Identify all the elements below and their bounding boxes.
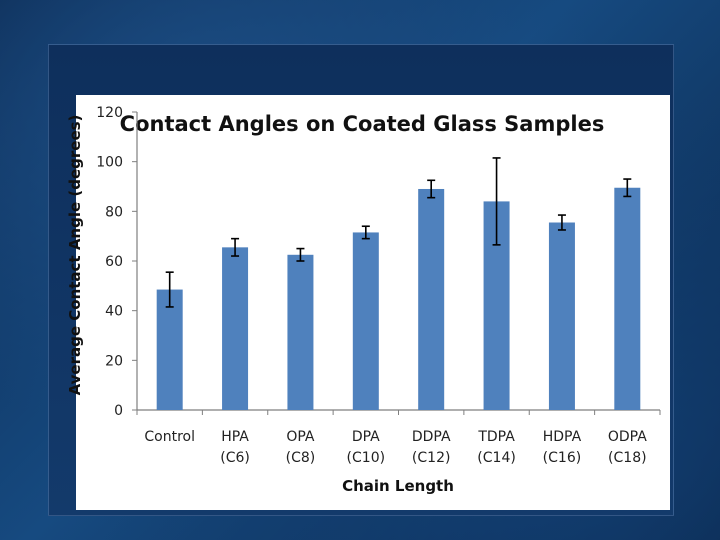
y-tick-label: 80 — [105, 204, 123, 220]
y-tick-label: 100 — [96, 155, 123, 171]
x-category-label: OPA — [286, 429, 315, 445]
bar — [287, 254, 314, 410]
x-axis-title: Chain Length — [342, 477, 454, 495]
bar — [548, 222, 575, 410]
x-category-label: (C6) — [220, 450, 250, 466]
x-category-label: TDPA — [477, 429, 515, 445]
x-category-label: (C10) — [347, 450, 386, 466]
x-category-label: HPA — [221, 429, 249, 445]
bar — [614, 187, 641, 410]
x-category-label: (C16) — [543, 450, 582, 466]
x-category-label: DPA — [352, 429, 380, 445]
x-category-label: Control — [144, 429, 195, 445]
y-tick-label: 120 — [96, 105, 123, 121]
chart-marks: 0 20 40 60 80 100 120 Control HPA (C6) OPA (C8) DPA (… — [96, 105, 661, 466]
x-category-label: (C8) — [286, 450, 316, 466]
x-category-label: (C12) — [412, 450, 451, 466]
y-tick-label: 20 — [105, 353, 123, 369]
x-category-label: (C14) — [477, 450, 516, 466]
x-category-label: DDPA — [412, 429, 451, 445]
x-category-label: ODPA — [608, 429, 647, 445]
bar — [156, 289, 183, 410]
y-axis-title: Average Contact Angle (degrees) — [66, 115, 84, 396]
x-category-label: (C18) — [608, 450, 647, 466]
y-tick-label: 0 — [114, 403, 123, 419]
chart-title: Contact Angles on Coated Glass Samples — [120, 112, 605, 136]
y-tick-label: 40 — [105, 304, 123, 320]
bar — [222, 247, 249, 410]
bar — [352, 232, 379, 410]
x-category-label: HDPA — [543, 429, 582, 445]
y-tick-label: 60 — [105, 254, 123, 270]
bar — [418, 188, 445, 410]
